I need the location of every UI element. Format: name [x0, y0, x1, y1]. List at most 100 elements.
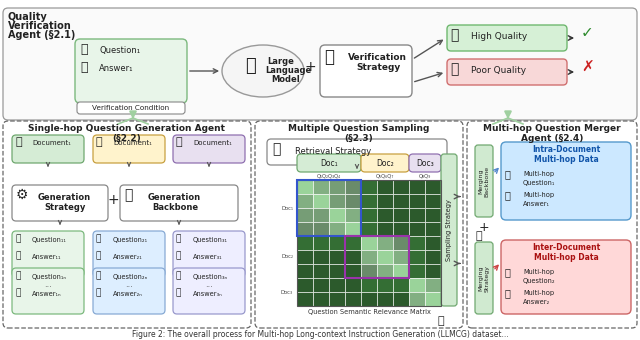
Text: Intra-Document: Intra-Document [532, 145, 600, 154]
Text: Single-hop Question Generation Agent: Single-hop Question Generation Agent [29, 124, 225, 133]
Bar [313, 194, 329, 208]
Text: 💡: 💡 [176, 288, 181, 297]
Bar [345, 236, 361, 250]
Text: Multi-hop Data: Multi-hop Data [534, 253, 598, 262]
Bar [425, 194, 441, 208]
Bar [329, 278, 345, 292]
Bar [297, 222, 313, 236]
Bar [297, 278, 313, 292]
Bar [297, 180, 441, 306]
Bar [329, 292, 345, 306]
Bar [345, 180, 361, 194]
Text: 🤖: 🤖 [124, 188, 132, 202]
Text: Generation: Generation [38, 193, 91, 202]
FancyBboxPatch shape [93, 135, 165, 163]
Bar [377, 264, 393, 278]
Bar [329, 208, 345, 222]
Text: Question₁₁: Question₁₁ [32, 237, 67, 243]
FancyBboxPatch shape [441, 154, 457, 306]
Bar [361, 208, 377, 222]
Bar [425, 264, 441, 278]
Text: ...: ... [205, 280, 213, 289]
Bar [329, 250, 345, 264]
Bar [313, 278, 329, 292]
Text: Doc₂: Doc₂ [376, 158, 394, 168]
Bar [393, 208, 409, 222]
Text: Question₂: Question₂ [523, 278, 556, 284]
Text: Doc₁: Doc₁ [320, 158, 338, 168]
Text: Retrieval Strategy: Retrieval Strategy [295, 147, 371, 156]
Text: Question Semantic Relevance Matrix: Question Semantic Relevance Matrix [308, 309, 431, 315]
FancyBboxPatch shape [93, 268, 165, 314]
Text: 💡: 💡 [505, 190, 511, 200]
Text: Inter-Document: Inter-Document [532, 243, 600, 252]
Text: 💡: 💡 [15, 288, 20, 297]
Text: 🤖: 🤖 [245, 57, 256, 75]
Bar [361, 292, 377, 306]
FancyBboxPatch shape [475, 242, 493, 314]
Bar [393, 278, 409, 292]
Text: Q₈Q₉: Q₈Q₉ [419, 174, 431, 179]
Text: Multi-hop: Multi-hop [523, 269, 554, 275]
Bar [345, 236, 409, 278]
Text: Doc₃: Doc₃ [416, 158, 434, 168]
Text: Strategy: Strategy [356, 63, 400, 72]
Text: ...: ... [44, 280, 52, 289]
Text: 🤖: 🤖 [505, 267, 511, 277]
Bar [329, 222, 345, 236]
Text: ⚙️: ⚙️ [16, 188, 29, 202]
Bar [361, 278, 377, 292]
Bar [345, 194, 361, 208]
Bar [393, 194, 409, 208]
Text: Q₅Q₆Q₇: Q₅Q₆Q₇ [376, 174, 394, 179]
FancyBboxPatch shape [75, 39, 187, 103]
Bar [297, 292, 313, 306]
Bar [313, 250, 329, 264]
Text: Doc₁: Doc₁ [281, 205, 293, 210]
Text: Answer₃₁: Answer₃₁ [193, 254, 223, 260]
Text: 🤖: 🤖 [96, 234, 101, 243]
Text: Multiple Question Sampling: Multiple Question Sampling [288, 124, 429, 133]
Text: Quality: Quality [8, 12, 48, 22]
Bar [409, 236, 425, 250]
Text: Verification Condition: Verification Condition [92, 105, 170, 111]
Bar [425, 292, 441, 306]
Text: Doc₂: Doc₂ [281, 255, 293, 259]
Bar [361, 180, 377, 194]
Bar [409, 292, 425, 306]
Text: Answer₁: Answer₁ [99, 64, 134, 73]
Bar [409, 208, 425, 222]
Bar [393, 250, 409, 264]
Text: Q₁Q₂Q₃Q₄: Q₁Q₂Q₃Q₄ [317, 174, 341, 179]
Text: 🤖: 🤖 [475, 231, 482, 241]
Text: Poor Quality: Poor Quality [471, 66, 526, 75]
Bar [297, 250, 313, 264]
FancyBboxPatch shape [12, 231, 84, 277]
Text: Large: Large [267, 57, 294, 66]
Text: Sampling Strategy: Sampling Strategy [446, 199, 452, 261]
Text: Document₁: Document₁ [32, 140, 71, 146]
Text: 📁: 📁 [15, 137, 22, 147]
Bar [297, 264, 313, 278]
Text: 💡: 💡 [80, 61, 88, 74]
Bar [377, 222, 393, 236]
Text: Answer₂ₙ: Answer₂ₙ [113, 291, 143, 297]
Bar [409, 180, 425, 194]
Text: 🧩: 🧩 [450, 28, 458, 42]
Bar [345, 292, 361, 306]
Bar [409, 264, 425, 278]
Bar [393, 264, 409, 278]
Bar [425, 180, 441, 194]
Text: Document₁: Document₁ [193, 140, 232, 146]
Bar [393, 222, 409, 236]
Bar [409, 278, 425, 292]
Text: 🤖: 🤖 [176, 271, 181, 280]
Bar [393, 236, 409, 250]
Text: +: + [107, 193, 119, 207]
Bar [377, 208, 393, 222]
Bar [329, 236, 345, 250]
FancyBboxPatch shape [173, 231, 245, 277]
Bar [377, 180, 393, 194]
Text: ✗: ✗ [581, 59, 594, 74]
Text: 🤖: 🤖 [15, 271, 20, 280]
